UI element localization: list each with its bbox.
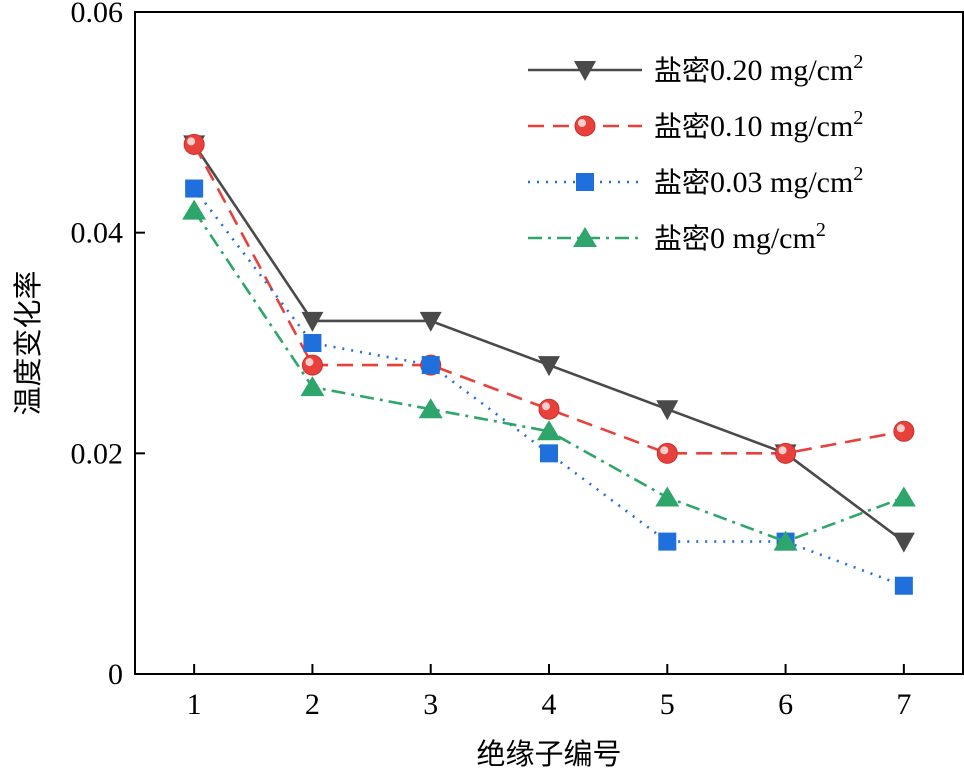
legend-value-0: 0.20 mg/cm: [710, 54, 853, 87]
x-tick-label-6: 6: [778, 688, 793, 721]
x-axis-title: 绝缘子编号: [476, 737, 621, 771]
legend-item-1: 盐密0.10 mg/cm2: [528, 107, 863, 143]
x-tick-label-5: 5: [660, 688, 675, 721]
legend-marker-1: [574, 115, 596, 137]
legend-label-0: 盐密0.20 mg/cm2: [654, 51, 863, 87]
data-point-s3-4: [537, 420, 561, 441]
x-tick-label-7: 7: [896, 688, 911, 721]
legend-label-2: 盐密0.03 mg/cm2: [654, 163, 863, 199]
legend-prefix-3: 盐密: [654, 222, 710, 255]
data-point-s2-3: [421, 356, 440, 375]
legend-sup-3: 2: [816, 219, 826, 241]
data-point-s3-7: [891, 486, 916, 507]
legend-sup-0: 2: [853, 51, 863, 73]
data-point-s0-2: [301, 311, 324, 332]
y-tick-label-3: 0.06: [71, 0, 124, 29]
legend-marker-2: [576, 173, 594, 191]
legend-item-2: 盐密0.03 mg/cm2: [528, 163, 863, 199]
y-axis-title: 温度变化率: [11, 270, 45, 415]
data-point-s2-1: [185, 179, 204, 198]
data-point-s0-5: [656, 400, 679, 421]
data-point-s1-4: [538, 398, 560, 420]
legend-label-3: 盐密0 mg/cm2: [654, 219, 826, 255]
legend-marker-3: [573, 227, 597, 247]
series-line-3: [193, 209, 905, 543]
data-point-s0-7: [892, 532, 915, 553]
legend-prefix-1: 盐密: [654, 110, 710, 143]
data-point-s1-6: [775, 442, 797, 464]
data-point-s2-5: [658, 532, 677, 551]
data-point-s3-3: [418, 398, 443, 419]
data-point-s3-2: [300, 376, 325, 397]
axis-layer: 1 2 3 4 5 6 7 0 0.02 0.04 0.06: [71, 0, 912, 721]
data-point-s1-5: [656, 442, 678, 464]
data-point-s3-5: [655, 486, 680, 507]
data-point-s1-7: [893, 420, 915, 442]
data-point-s2-4: [540, 444, 558, 463]
legend-sup-2: 2: [853, 163, 863, 185]
legend-prefix-2: 盐密: [654, 166, 710, 199]
legend-item-0: 盐密0.20 mg/cm2: [528, 51, 863, 87]
data-point-s1-1: [183, 133, 205, 155]
series-3: [182, 199, 916, 551]
legend-sup-1: 2: [853, 107, 863, 129]
legend-label-1: 盐密0.10 mg/cm2: [654, 107, 863, 143]
data-point-s3-6: [773, 530, 798, 551]
series-2: [185, 179, 913, 595]
legend-value-2: 0.03 mg/cm: [710, 166, 853, 199]
series-layer: [182, 133, 916, 595]
legend-item-3: 盐密0 mg/cm2: [528, 219, 826, 255]
data-point-s2-7: [894, 576, 913, 595]
legend-value-1: 0.10 mg/cm: [710, 110, 853, 143]
x-tick-label-3: 3: [423, 688, 438, 721]
x-tick-label-2: 2: [305, 688, 320, 721]
y-tick-label-1: 0.02: [71, 437, 124, 470]
data-point-s2-2: [303, 334, 322, 352]
legend-marker-0: [574, 61, 596, 81]
x-tick-label-1: 1: [187, 688, 202, 721]
y-tick-label-2: 0.04: [71, 217, 124, 250]
x-tick-label-4: 4: [542, 688, 557, 721]
legend-prefix-0: 盐密: [654, 54, 710, 87]
data-point-s3-1: [182, 199, 207, 220]
y-tick-label-0: 0: [108, 658, 123, 691]
data-point-s0-4: [538, 356, 560, 377]
legend-value-3: 0 mg/cm: [710, 222, 816, 255]
data-point-s1-2: [301, 354, 323, 376]
series-1: [183, 133, 915, 464]
data-point-s0-3: [419, 311, 442, 332]
